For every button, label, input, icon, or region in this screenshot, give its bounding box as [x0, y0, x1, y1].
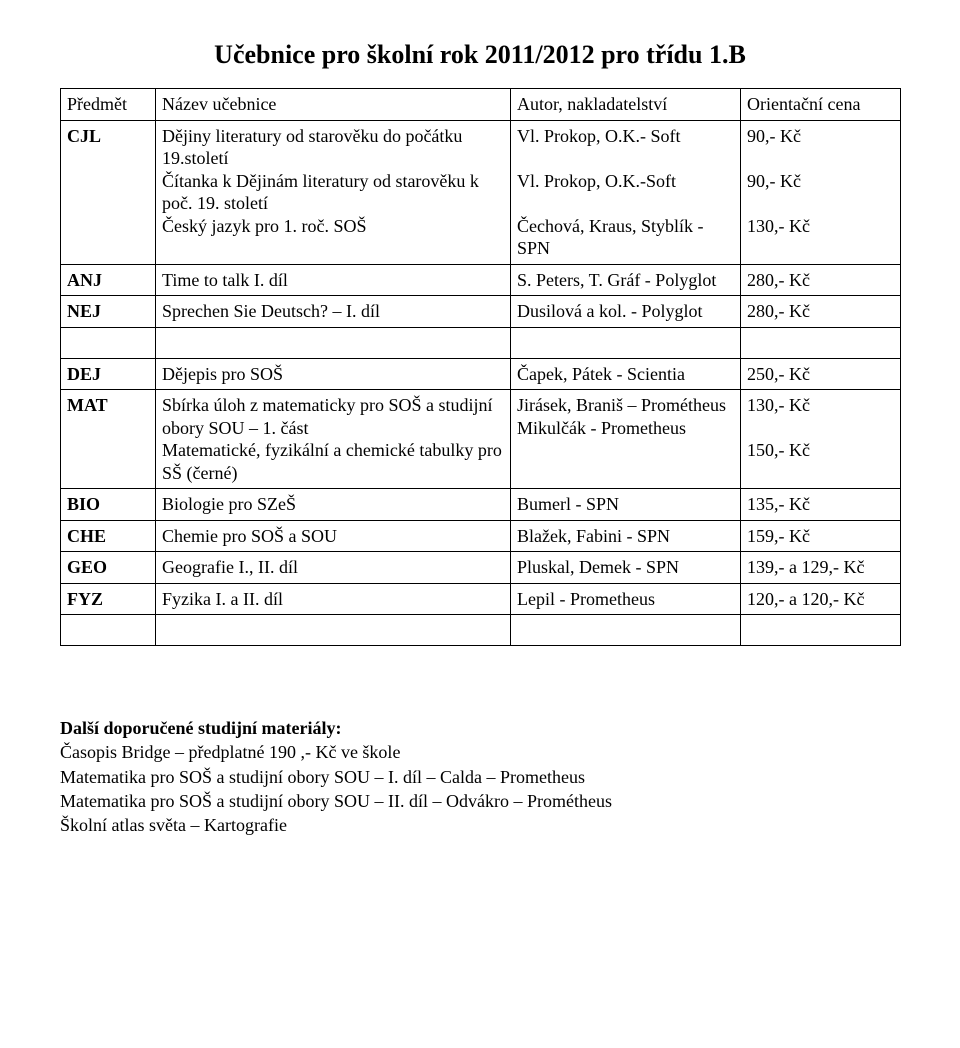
cell-author: Vl. Prokop, O.K.- Soft Vl. Prokop, O.K.-… — [511, 120, 741, 264]
cell-name: Sbírka úloh z matematicky pro SOŠ a stud… — [156, 390, 511, 489]
text: 150,- Kč — [747, 440, 810, 460]
row-che: CHE Chemie pro SOŠ a SOU Blažek, Fabini … — [61, 520, 901, 552]
footer-line: Matematika pro SOŠ a studijní obory SOU … — [60, 791, 612, 811]
cell-author: S. Peters, T. Gráf - Polyglot — [511, 264, 741, 296]
text: Mikulčák - Prometheus — [517, 418, 686, 438]
text: Čítanka k Dějinám literatury od starověk… — [162, 171, 479, 214]
col-name: Název učebnice — [156, 89, 511, 121]
col-author: Autor, nakladatelství — [511, 89, 741, 121]
separator-row — [61, 615, 901, 646]
cell-name: Dějepis pro SOŠ — [156, 358, 511, 390]
text: 90,- Kč — [747, 171, 801, 191]
cell-subject: DEJ — [61, 358, 156, 390]
cell-author: Lepil - Prometheus — [511, 583, 741, 615]
table-header-row: Předmět Název učebnice Autor, nakladatel… — [61, 89, 901, 121]
text: Jirásek, Braniš – Prométheus — [517, 395, 726, 415]
cell-name: Fyzika I. a II. díl — [156, 583, 511, 615]
textbook-table: Předmět Název učebnice Autor, nakladatel… — [60, 88, 901, 646]
row-geo: GEO Geografie I., II. díl Pluskal, Demek… — [61, 552, 901, 584]
row-fyz: FYZ Fyzika I. a II. díl Lepil - Promethe… — [61, 583, 901, 615]
cell-author: Jirásek, Braniš – Prométheus Mikulčák - … — [511, 390, 741, 489]
text: 130,- Kč — [747, 395, 810, 415]
row-nej: NEJ Sprechen Sie Deutsch? – I. díl Dusil… — [61, 296, 901, 328]
cell-price: 280,- Kč — [741, 296, 901, 328]
cell-price: 130,- Kč 150,- Kč — [741, 390, 901, 489]
cell-price: 90,- Kč 90,- Kč 130,- Kč — [741, 120, 901, 264]
cell-author: Dusilová a kol. - Polyglot — [511, 296, 741, 328]
text: Vl. Prokop, O.K.-Soft — [517, 171, 676, 191]
col-subject: Předmět — [61, 89, 156, 121]
footer-line: Matematika pro SOŠ a studijní obory SOU … — [60, 767, 585, 787]
cell-name: Sprechen Sie Deutsch? – I. díl — [156, 296, 511, 328]
col-price: Orientační cena — [741, 89, 901, 121]
cell-subject: MAT — [61, 390, 156, 489]
row-dej: DEJ Dějepis pro SOŠ Čapek, Pátek - Scien… — [61, 358, 901, 390]
cell-author: Blažek, Fabini - SPN — [511, 520, 741, 552]
cell-name: Geografie I., II. díl — [156, 552, 511, 584]
text: Český jazyk pro 1. roč. SOŠ — [162, 216, 366, 236]
footer-line: Časopis Bridge – předplatné 190 ,- Kč ve… — [60, 742, 400, 762]
separator-row — [61, 327, 901, 358]
text: Sbírka úloh z matematicky pro SOŠ a stud… — [162, 395, 492, 438]
cell-price: 280,- Kč — [741, 264, 901, 296]
text: Dějiny literatury od starověku do počátk… — [162, 126, 462, 169]
cell-author: Bumerl - SPN — [511, 489, 741, 521]
row-mat: MAT Sbírka úloh z matematicky pro SOŠ a … — [61, 390, 901, 489]
row-anj: ANJ Time to talk I. díl S. Peters, T. Gr… — [61, 264, 901, 296]
cell-subject: CHE — [61, 520, 156, 552]
cell-name: Dějiny literatury od starověku do počátk… — [156, 120, 511, 264]
text: Vl. Prokop, O.K.- Soft — [517, 126, 681, 146]
cell-subject: GEO — [61, 552, 156, 584]
footer-block: Další doporučené studijní materiály: Čas… — [60, 716, 900, 837]
cell-subject: CJL — [61, 120, 156, 264]
cell-price: 159,- Kč — [741, 520, 901, 552]
cell-author: Čapek, Pátek - Scientia — [511, 358, 741, 390]
cell-name: Time to talk I. díl — [156, 264, 511, 296]
cell-subject: BIO — [61, 489, 156, 521]
cell-subject: ANJ — [61, 264, 156, 296]
cell-price: 120,- a 120,- Kč — [741, 583, 901, 615]
text: 90,- Kč — [747, 126, 801, 146]
text: Matematické, fyzikální a chemické tabulk… — [162, 440, 502, 483]
cell-price: 135,- Kč — [741, 489, 901, 521]
row-bio: BIO Biologie pro SZeŠ Bumerl - SPN 135,-… — [61, 489, 901, 521]
cell-subject: NEJ — [61, 296, 156, 328]
cell-name: Biologie pro SZeŠ — [156, 489, 511, 521]
cell-name: Chemie pro SOŠ a SOU — [156, 520, 511, 552]
row-cjl: CJL Dějiny literatury od starověku do po… — [61, 120, 901, 264]
footer-line: Školní atlas světa – Kartografie — [60, 815, 287, 835]
cell-author: Pluskal, Demek - SPN — [511, 552, 741, 584]
text: 130,- Kč — [747, 216, 810, 236]
page-title: Učebnice pro školní rok 2011/2012 pro tř… — [60, 40, 900, 70]
cell-price: 250,- Kč — [741, 358, 901, 390]
footer-heading: Další doporučené studijní materiály: — [60, 718, 342, 738]
cell-subject: FYZ — [61, 583, 156, 615]
cell-price: 139,- a 129,- Kč — [741, 552, 901, 584]
text: Čechová, Kraus, Styblík - SPN — [517, 216, 703, 259]
